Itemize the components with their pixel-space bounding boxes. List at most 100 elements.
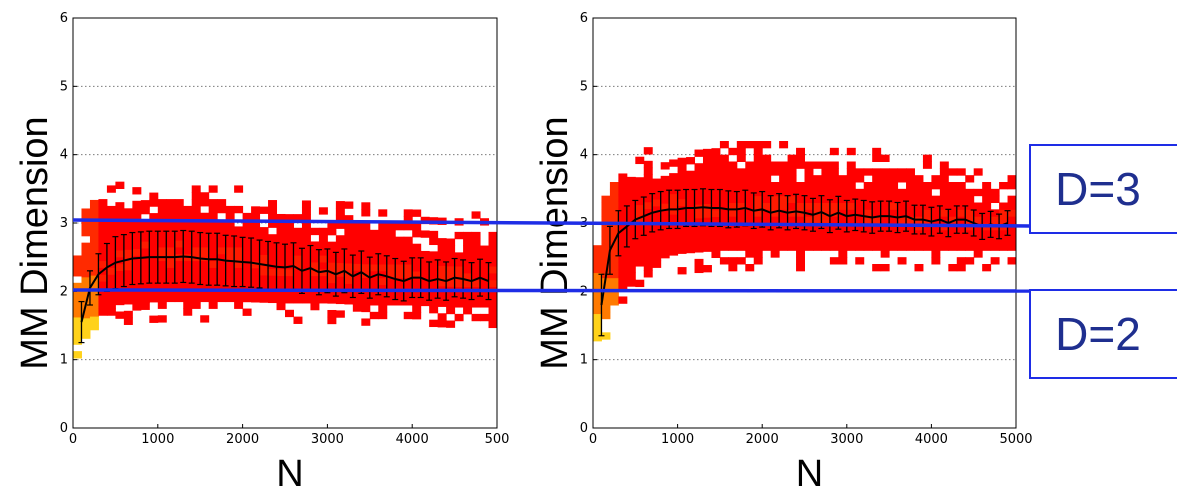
heatmap-cell	[736, 182, 746, 190]
heatmap-cell	[344, 249, 354, 257]
heatmap-cell	[301, 282, 311, 290]
heatmap-cell	[106, 308, 116, 316]
heatmap-cell	[753, 195, 763, 203]
x-tick-label: 5000	[999, 432, 1032, 447]
heatmap-cell	[686, 170, 696, 179]
heatmap-cell	[386, 270, 396, 279]
heatmap-cell	[115, 290, 125, 299]
heatmap-cell	[81, 242, 91, 250]
heatmap-cell	[89, 322, 99, 331]
heatmap-cell	[318, 241, 328, 249]
heatmap-cell	[660, 203, 670, 211]
heatmap-cell	[446, 300, 456, 308]
heatmap-cell	[838, 195, 848, 203]
heatmap-cell	[310, 275, 320, 283]
heatmap-cell	[1007, 202, 1017, 210]
heatmap-cell	[601, 195, 611, 203]
heatmap-cell	[711, 168, 721, 177]
heatmap-cell	[157, 281, 167, 289]
heatmap-cell	[922, 229, 932, 238]
heatmap-cell	[965, 209, 975, 217]
heatmap-cell	[922, 195, 932, 203]
heatmap-cell	[677, 226, 687, 234]
heatmap-cell	[770, 161, 780, 169]
heatmap-cell	[880, 154, 890, 162]
y-tick-label: 1	[580, 353, 588, 368]
heatmap-cell	[872, 195, 882, 203]
heatmap-cell	[327, 248, 337, 256]
heatmap-cell	[386, 223, 396, 231]
heatmap-cell	[149, 295, 159, 303]
y-tick-label: 2	[60, 284, 68, 299]
heatmap-cell	[327, 262, 337, 270]
heatmap-cell	[601, 311, 611, 320]
heatmap-cell	[609, 270, 619, 279]
heatmap-cell	[310, 227, 320, 236]
heatmap-cell	[677, 164, 687, 172]
heatmap-cell	[914, 243, 924, 251]
heatmap-cell	[369, 257, 379, 265]
heatmap-cell	[132, 241, 142, 250]
heatmap-cell	[652, 205, 662, 214]
heatmap-cell	[728, 168, 738, 176]
heatmap-cell	[702, 244, 712, 252]
heatmap-cell	[378, 250, 388, 258]
heatmap-cell	[471, 252, 481, 260]
heatmap-cell	[285, 309, 294, 318]
heatmap-cell	[694, 183, 704, 192]
heatmap-cell	[796, 202, 805, 210]
heatmap-cell	[906, 236, 915, 244]
heatmap-cell	[149, 274, 159, 282]
heatmap-cell	[897, 216, 907, 224]
heatmap-cell	[437, 320, 447, 328]
heatmap-cell	[872, 229, 882, 238]
heatmap-cell	[140, 241, 150, 249]
heatmap-cell	[762, 195, 772, 203]
dimension-label-box	[1029, 289, 1177, 379]
heatmap-cell	[157, 233, 167, 241]
heatmap-cell	[999, 209, 1009, 217]
heatmap-cell	[914, 264, 924, 272]
heatmap-cell	[488, 300, 498, 308]
heatmap-cell	[471, 279, 481, 288]
heatmap-cell	[242, 260, 252, 269]
heatmap-cell	[251, 295, 261, 303]
heatmap-cell	[285, 220, 294, 229]
heatmap-cell	[149, 199, 159, 207]
heatmap-cell	[242, 240, 252, 248]
heatmap-cell	[344, 235, 354, 243]
heatmap-cell	[403, 216, 413, 224]
heatmap-cell	[259, 274, 269, 283]
heatmap-cell	[403, 284, 413, 292]
heatmap-cell	[420, 216, 430, 225]
heatmap-cell	[242, 308, 252, 316]
heatmap-cell	[601, 229, 611, 238]
heatmap-cell	[787, 202, 797, 210]
heatmap-cell	[251, 219, 261, 228]
heatmap-cell	[829, 195, 839, 203]
heatmap-cell	[166, 281, 176, 289]
heatmap-cell	[736, 168, 746, 176]
heatmap-cell	[618, 296, 628, 304]
heatmap-cell	[225, 219, 235, 227]
heatmap-cell	[863, 188, 873, 197]
heatmap-cell	[369, 311, 379, 320]
heatmap-cell	[635, 156, 645, 165]
heatmap-cell	[191, 185, 201, 193]
heatmap-cell	[973, 168, 983, 176]
heatmap-cell	[89, 302, 99, 310]
heatmap-cell	[609, 202, 619, 210]
heatmap-cell	[711, 209, 721, 218]
heatmap-cell	[829, 175, 839, 183]
heatmap-cell	[157, 212, 167, 221]
heatmap-cell	[166, 267, 176, 275]
heatmap-cell	[73, 262, 82, 270]
heatmap-cell	[753, 223, 763, 231]
heatmap-cell	[352, 249, 362, 258]
heatmap-cell	[702, 155, 712, 164]
heatmap-cell	[626, 265, 636, 274]
heatmap-cell	[73, 289, 82, 297]
heatmap-cell	[361, 229, 371, 237]
heatmap-cell	[677, 239, 687, 248]
heatmap-cell	[115, 297, 125, 306]
